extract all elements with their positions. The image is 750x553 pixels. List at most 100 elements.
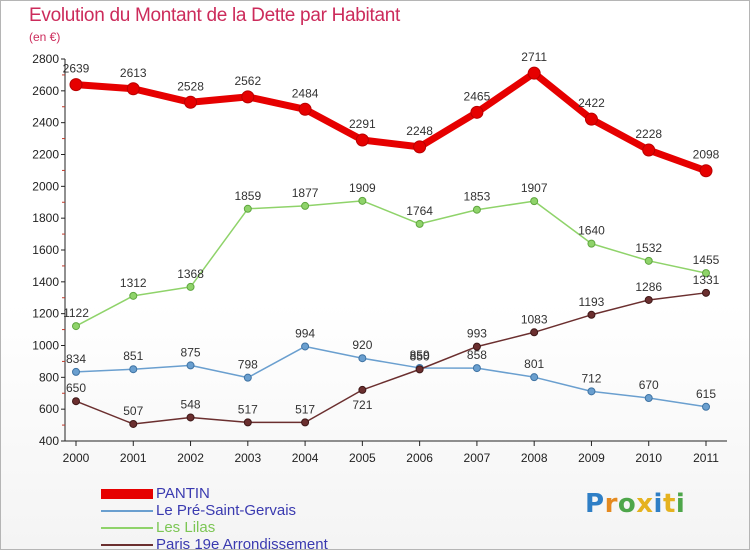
x-tick-label: 2005 <box>349 451 376 465</box>
data-label: 1859 <box>234 189 261 203</box>
data-point <box>129 419 138 428</box>
data-label: 1122 <box>63 306 89 320</box>
data-label: 2613 <box>120 66 147 80</box>
legend-item-pre-saint-gervais[interactable]: Le Pré-Saint-Gervais <box>101 502 421 519</box>
data-label: 1312 <box>120 276 147 290</box>
data-label: 850 <box>410 349 430 363</box>
x-tick-label: 2003 <box>234 451 261 465</box>
data-point <box>530 328 539 337</box>
x-tick-label: 2007 <box>464 451 491 465</box>
data-point <box>243 204 252 213</box>
y-tick-label: 1200 <box>32 307 59 321</box>
data-point <box>241 90 255 104</box>
data-label: 1909 <box>349 181 376 195</box>
logo-letter: P <box>585 489 605 519</box>
data-point <box>702 288 710 297</box>
y-tick-label: 2200 <box>32 148 59 162</box>
series-line-2 <box>75 200 707 327</box>
data-point <box>298 102 312 116</box>
data-point <box>184 95 198 109</box>
data-label: 670 <box>639 378 659 392</box>
data-point <box>702 269 710 278</box>
data-label: 801 <box>524 357 544 371</box>
data-label: 1640 <box>578 224 605 238</box>
data-label: 2528 <box>177 79 204 93</box>
logo-letter: o <box>617 489 637 519</box>
x-tick-label: 2009 <box>578 451 605 465</box>
legend-item-paris-19e[interactable]: Paris 19e Arrondissement <box>101 536 421 553</box>
data-label: 517 <box>238 402 258 416</box>
data-point <box>702 402 710 411</box>
y-tick-label: 2400 <box>32 116 59 130</box>
data-label: 615 <box>696 387 716 401</box>
data-point <box>301 418 310 427</box>
data-point <box>72 322 80 331</box>
data-label: 1907 <box>521 181 548 195</box>
legend-item-les-lilas[interactable]: Les Lilas <box>101 519 421 536</box>
data-label: 2639 <box>63 62 90 76</box>
data-point <box>415 219 424 228</box>
x-tick-label: 2002 <box>177 451 204 465</box>
logo-letter: x <box>636 489 654 519</box>
data-point <box>699 164 713 178</box>
data-point <box>587 310 596 319</box>
data-label: 858 <box>467 348 487 362</box>
x-tick-label: 2001 <box>120 451 147 465</box>
logo-letter: i <box>653 489 663 519</box>
x-tick-label: 2008 <box>521 451 548 465</box>
data-point <box>584 112 598 126</box>
data-point <box>413 140 427 154</box>
data-label: 834 <box>66 352 86 366</box>
data-label: 920 <box>352 338 372 352</box>
data-label: 650 <box>66 381 86 395</box>
legend-label-paris-19e: Paris 19e Arrondissement <box>156 536 328 553</box>
logo-letter: t <box>662 489 676 519</box>
data-point <box>644 394 653 403</box>
y-tick-label: 1800 <box>32 211 59 225</box>
legend-item-pantin[interactable]: PANTIN <box>101 485 421 502</box>
data-label: 517 <box>295 402 315 416</box>
data-point <box>358 196 367 205</box>
legend-label-pantin: PANTIN <box>156 485 210 502</box>
chart-unit: (en €) <box>29 30 61 44</box>
data-point <box>358 354 367 363</box>
data-label: 1083 <box>521 312 548 326</box>
data-point <box>644 295 653 304</box>
data-label: 1286 <box>635 280 662 294</box>
x-tick-label: 2000 <box>63 451 90 465</box>
proxiti-logo: Proxiti <box>585 489 685 519</box>
data-point <box>587 387 596 396</box>
data-label: 1455 <box>693 253 720 267</box>
data-point <box>301 342 310 351</box>
y-tick-label: 2000 <box>32 179 59 193</box>
data-label: 875 <box>181 345 201 359</box>
data-point <box>301 201 310 210</box>
data-label: 1877 <box>292 186 319 200</box>
data-label: 1193 <box>579 295 605 309</box>
data-label: 1532 <box>635 241 662 255</box>
data-label: 712 <box>581 371 601 385</box>
data-label: 1853 <box>464 190 491 204</box>
data-point <box>527 66 541 80</box>
data-label: 2484 <box>292 86 319 100</box>
legend-swatch-paris-19e <box>101 544 153 546</box>
data-point <box>72 367 80 376</box>
legend-swatch-pre-saint-gervais <box>101 510 153 512</box>
series-line-0 <box>72 69 710 175</box>
legend-swatch-les-lilas <box>101 527 153 529</box>
logo-letter: i <box>675 489 686 519</box>
data-point <box>243 418 252 427</box>
data-label: 721 <box>352 398 372 412</box>
data-point <box>472 205 481 214</box>
y-tick-label: 2800 <box>32 52 59 66</box>
data-label: 2291 <box>349 117 376 131</box>
data-label: 994 <box>295 326 315 340</box>
chart-title: Evolution du Montant de la Dette par Hab… <box>29 5 400 26</box>
x-tick-label: 2011 <box>693 451 719 465</box>
data-point <box>129 291 138 300</box>
series-line-3 <box>75 292 707 425</box>
data-point <box>470 105 484 119</box>
y-tick-label: 1600 <box>32 243 59 257</box>
data-label: 2248 <box>406 124 433 138</box>
